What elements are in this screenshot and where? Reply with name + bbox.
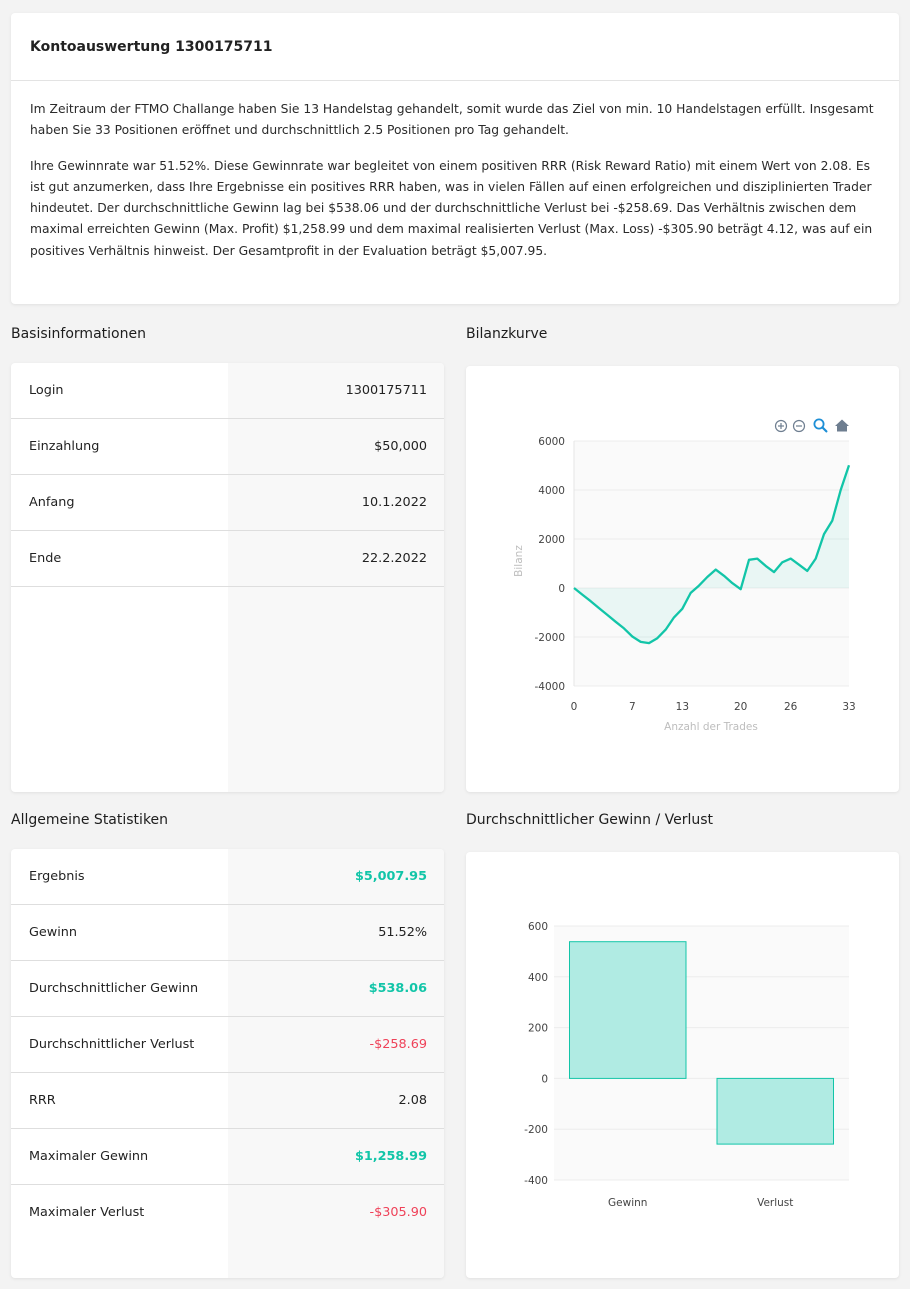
summary-paragraph-1: Im Zeitraum der FTMO Challange haben Sie…: [30, 102, 874, 138]
x-tick-label: Gewinn: [608, 1197, 647, 1209]
balance-y-ticks: 6000 4000 2000 0 -2000 -4000: [534, 436, 565, 693]
row-label: Ende: [29, 551, 62, 566]
x-tick-label: 13: [676, 701, 689, 713]
summary-title: Kontoauswertung 1300175711: [11, 13, 899, 81]
row-value: $50,000: [374, 439, 427, 454]
y-tick-label: -400: [524, 1175, 548, 1187]
y-tick-label: 0: [541, 1073, 548, 1085]
balance-line: [573, 464, 851, 645]
basis-card: Login 1300175711 Einzahlung $50,000 Anfa…: [11, 363, 444, 792]
value-column-shade: [228, 849, 444, 1278]
stats-row-max-loss: Maximaler Verlust -$305.90: [11, 1185, 444, 1240]
row-value: -$305.90: [369, 1205, 427, 1220]
stats-row-rrr: RRR 2.08: [11, 1073, 444, 1129]
balance-section-title: Bilanzkurve: [466, 326, 548, 342]
row-label: Anfang: [29, 495, 75, 510]
y-tick-label: 6000: [538, 436, 565, 448]
y-tick-label: 4000: [538, 485, 565, 497]
balance-grid: [573, 440, 849, 687]
balance-area: [574, 465, 849, 644]
y-tick-label: 600: [528, 921, 548, 933]
x-tick-label: 7: [629, 701, 636, 713]
stats-row-winrate: Gewinn 51.52%: [11, 905, 444, 961]
row-label: Maximaler Gewinn: [29, 1149, 149, 1164]
row-label: Durchschnittlicher Gewinn: [29, 981, 199, 996]
y-tick-label: 200: [528, 1023, 548, 1035]
row-label: Durchschnittlicher Verlust: [29, 1037, 195, 1052]
summary-card: Kontoauswertung 1300175711 Im Zeitraum d…: [11, 13, 899, 304]
magnifier-icon[interactable]: [813, 418, 828, 433]
balance-chart: 6000 4000 2000 0 -2000 -4000 0 7 13 20 26 33 Anzah…: [513, 418, 856, 733]
row-value: $5,007.95: [354, 869, 427, 884]
bar-verlust: [716, 1077, 834, 1145]
row-value: 2.08: [398, 1093, 428, 1108]
y-tick-label: 2000: [538, 534, 565, 546]
row-value: 10.1.2022: [361, 495, 427, 510]
zoom-out-icon[interactable]: [792, 419, 806, 433]
basis-row-login: Login 1300175711: [11, 363, 444, 419]
y-tick-label: -2000: [534, 632, 565, 644]
avg-bar-chart: 600 400 200 0 -200 -400 Gewinn Verlust: [524, 921, 849, 1209]
zoom-in-icon[interactable]: [774, 419, 788, 433]
stats-section-title: Allgemeine Statistiken: [11, 812, 169, 828]
row-label: RRR: [29, 1093, 56, 1108]
stats-row-avg-profit: Durchschnittlicher Gewinn $538.06: [11, 961, 444, 1017]
x-tick-label: 26: [784, 701, 798, 713]
balance-x-ticks: 0 7 13 20 26 33: [571, 701, 856, 713]
avg-bars: [569, 941, 834, 1145]
balance-x-axis-label: Anzahl der Trades: [664, 721, 758, 733]
y-tick-label: -4000: [534, 681, 565, 693]
balance-chart-card: 6000 4000 2000 0 -2000 -4000 0 7 13 20 26 33 Anzah…: [466, 366, 899, 792]
row-value: 51.52%: [378, 925, 427, 940]
row-value: -$258.69: [369, 1037, 427, 1052]
y-tick-label: -200: [524, 1124, 548, 1136]
value-column-shade: [228, 363, 444, 792]
plot-background: [574, 441, 849, 686]
summary-paragraph-2: Ihre Gewinnrate war 51.52%. Diese Gewinn…: [30, 158, 873, 258]
home-icon[interactable]: [835, 419, 849, 432]
row-label: Maximaler Verlust: [29, 1205, 145, 1220]
row-label: Einzahlung: [29, 439, 100, 454]
avg-x-ticks: Gewinn Verlust: [608, 1197, 793, 1209]
x-tick-label: Verlust: [757, 1197, 793, 1209]
basis-row-deposit: Einzahlung $50,000: [11, 419, 444, 475]
row-value: 1300175711: [345, 383, 427, 398]
balance-y-axis-label: Bilanz: [513, 545, 525, 577]
avg-y-ticks: 600 400 200 0 -200 -400: [524, 921, 548, 1187]
basis-row-end: Ende 22.2.2022: [11, 531, 444, 587]
stats-row-max-profit: Maximaler Gewinn $1,258.99: [11, 1129, 444, 1185]
x-tick-label: 33: [842, 701, 855, 713]
row-value: $1,258.99: [354, 1149, 427, 1164]
stats-row-result: Ergebnis $5,007.95: [11, 849, 444, 905]
row-label: Gewinn: [29, 925, 78, 940]
stats-card: Ergebnis $5,007.95 Gewinn 51.52% Durchsc…: [11, 849, 444, 1278]
y-tick-label: 400: [528, 972, 548, 984]
row-label: Ergebnis: [29, 869, 85, 884]
basis-section-title: Basisinformationen: [11, 326, 146, 342]
avg-section-title: Durchschnittlicher Gewinn / Verlust: [466, 812, 714, 828]
x-tick-label: 20: [734, 701, 747, 713]
avg-chart-card: 600 400 200 0 -200 -400 Gewinn Verlust: [466, 852, 899, 1278]
stats-row-avg-loss: Durchschnittlicher Verlust -$258.69: [11, 1017, 444, 1073]
row-value: $538.06: [368, 981, 427, 996]
basis-row-start: Anfang 10.1.2022: [11, 475, 444, 531]
y-tick-label: 0: [558, 583, 565, 595]
row-value: 22.2.2022: [361, 551, 427, 566]
bar-gewinn: [569, 941, 687, 1079]
summary-body: Im Zeitraum der FTMO Challange haben Sie…: [11, 81, 899, 262]
row-label: Login: [29, 383, 64, 398]
x-tick-label: 0: [571, 701, 578, 713]
